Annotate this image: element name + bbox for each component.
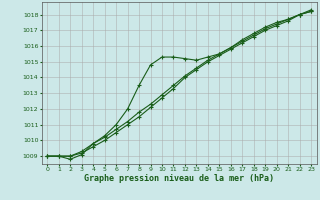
X-axis label: Graphe pression niveau de la mer (hPa): Graphe pression niveau de la mer (hPa) [84, 174, 274, 183]
